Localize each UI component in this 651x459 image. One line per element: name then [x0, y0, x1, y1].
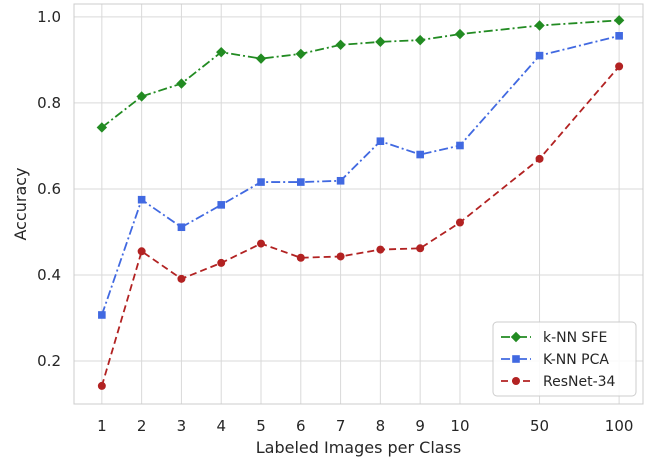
series-layer — [96, 15, 625, 390]
x-tick-label: 8 — [376, 417, 386, 435]
data-point-diamond — [375, 36, 386, 48]
data-point-square — [535, 51, 544, 60]
data-point-diamond — [216, 46, 227, 58]
y-tick-label: 1.0 — [37, 8, 61, 26]
x-tick-label: 50 — [530, 417, 549, 435]
series-line — [101, 19, 620, 129]
data-point-diamond — [136, 91, 147, 102]
legend-entry: ResNet-34 — [501, 374, 616, 390]
y-tick-label: 0.4 — [37, 266, 61, 284]
data-point-circle — [257, 239, 266, 248]
data-point-circle — [137, 247, 146, 256]
series-resnet-34 — [97, 62, 624, 390]
x-tick-label: 2 — [137, 417, 147, 435]
y-tick-label: 0.2 — [37, 352, 61, 370]
legend-entry: K-NN PCA — [501, 352, 609, 368]
tick-labels: 1 2 3 4 5 6 7 8 9 10 50 100 0.2 0.4 0.6 0.8 1.0 — [37, 8, 633, 435]
data-point-diamond — [96, 122, 108, 133]
series-k-nn-pca — [98, 32, 623, 319]
data-point-circle — [177, 274, 186, 283]
series-k-nn-sfe — [96, 15, 625, 133]
legend-label: ResNet-34 — [543, 374, 616, 390]
data-point-diamond — [510, 331, 522, 343]
data-point-diamond — [534, 20, 545, 31]
legend-label: K-NN PCA — [543, 352, 609, 368]
x-axis-label: Labeled Images per Class — [256, 438, 462, 457]
data-point-circle — [336, 252, 345, 261]
data-point-circle — [535, 154, 544, 163]
x-tick-label: 9 — [415, 417, 425, 435]
data-point-square — [257, 178, 265, 186]
legend-label: k-NN SFE — [543, 330, 607, 346]
legend-entry: k-NN SFE — [501, 330, 607, 346]
data-point-square — [297, 178, 305, 186]
data-point-square — [512, 355, 520, 363]
data-point-circle — [512, 377, 520, 385]
x-tick-label: 100 — [605, 417, 634, 435]
plot-area-frame — [73, 3, 644, 405]
x-tick-label: 4 — [216, 417, 226, 435]
x-tick-label: 5 — [256, 417, 266, 435]
data-point-circle — [416, 244, 425, 253]
x-tick-label: 6 — [296, 417, 306, 435]
data-point-circle — [296, 253, 305, 262]
data-point-diamond — [414, 34, 426, 46]
data-point-square — [98, 311, 106, 319]
data-point-square — [177, 223, 186, 232]
data-point-square — [336, 176, 345, 185]
data-point-square — [456, 141, 464, 150]
y-tick-label: 0.8 — [37, 94, 61, 112]
data-point-circle — [97, 381, 106, 390]
data-point-square — [376, 137, 385, 146]
series-line — [101, 34, 620, 316]
data-point-circle — [376, 245, 385, 254]
data-point-square — [615, 32, 623, 40]
y-tick-label: 0.6 — [37, 180, 61, 198]
legend: k-NN SFE K-NN PCA ResNet-34 — [492, 321, 637, 397]
legend-box — [492, 321, 637, 397]
data-point-diamond — [335, 39, 346, 51]
x-tick-label: 3 — [177, 417, 187, 435]
data-point-square — [416, 150, 424, 159]
data-point-square — [217, 201, 226, 209]
data-point-diamond — [255, 53, 267, 64]
data-point-circle — [455, 218, 464, 227]
data-point-square — [137, 195, 146, 204]
x-tick-label: 10 — [450, 417, 469, 435]
x-tick-label: 1 — [97, 417, 107, 435]
data-point-diamond — [613, 15, 625, 26]
y-axis-label: Accuracy — [11, 167, 30, 240]
data-point-diamond — [176, 78, 187, 89]
series-line — [100, 65, 620, 387]
x-tick-label: 7 — [336, 417, 346, 435]
data-point-diamond — [295, 48, 307, 60]
data-point-circle — [615, 62, 624, 71]
data-point-diamond — [454, 28, 466, 40]
data-point-circle — [217, 258, 226, 267]
